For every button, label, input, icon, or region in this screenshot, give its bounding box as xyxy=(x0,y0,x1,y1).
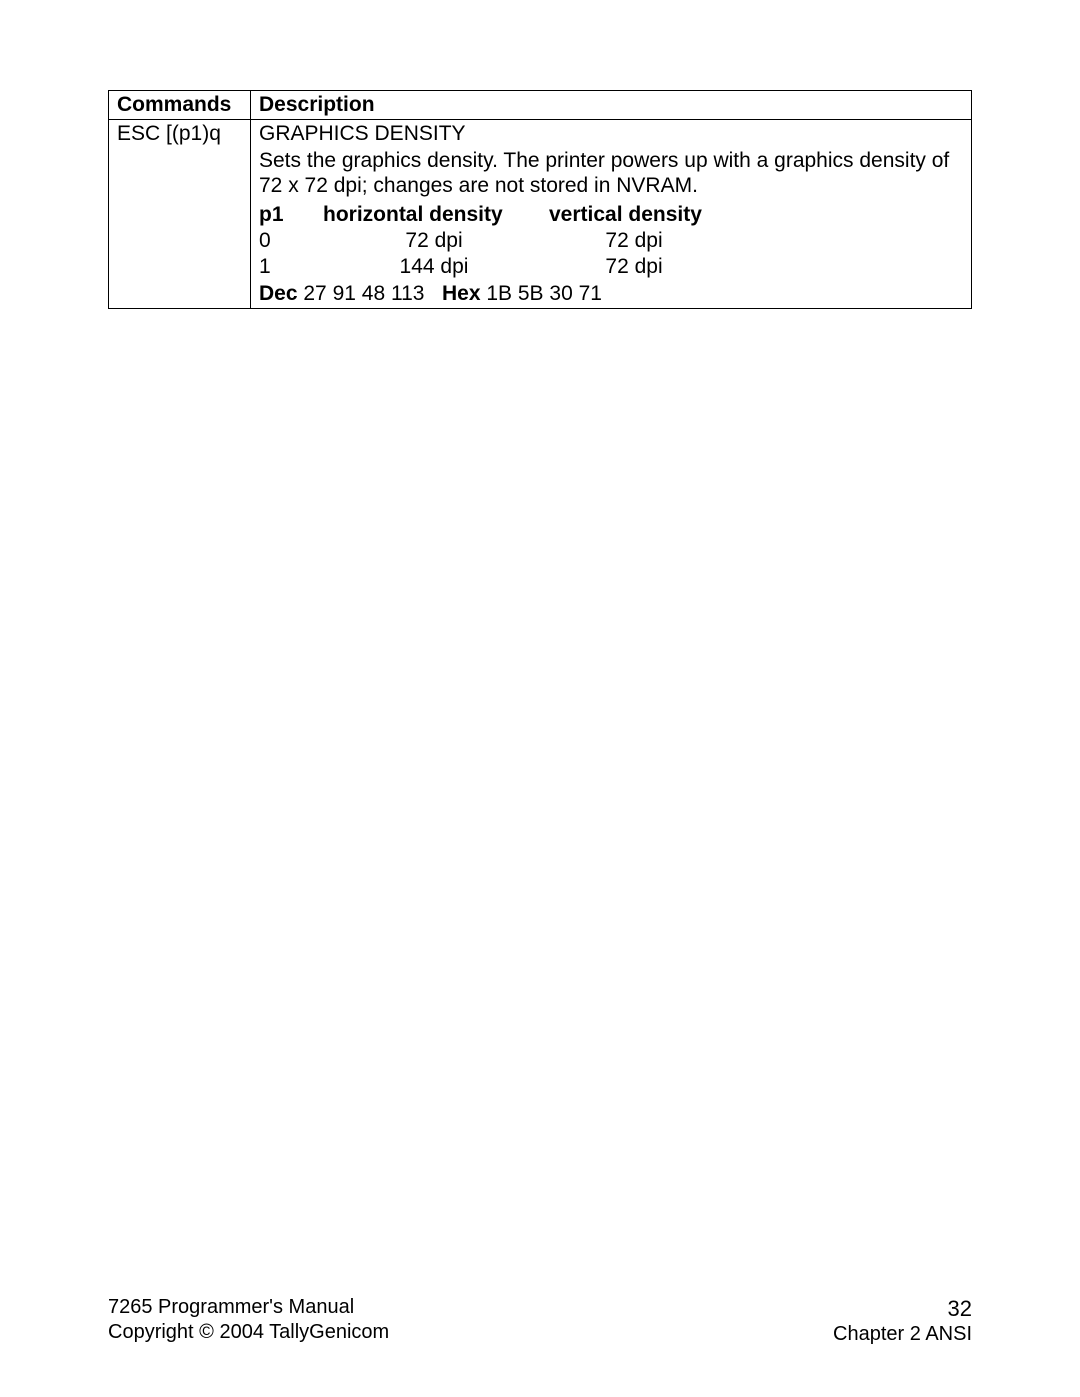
density-p1: 1 xyxy=(259,254,319,280)
footer-page-number: 32 xyxy=(833,1295,972,1323)
footer-left: 7265 Programmer's Manual Copyright © 200… xyxy=(108,1295,389,1345)
density-header-vd: vertical density xyxy=(549,202,719,228)
description-title: GRAPHICS DENSITY xyxy=(259,122,963,146)
table-header-row: Commands Description xyxy=(109,91,972,120)
code-values: Dec 27 91 48 113 Hex 1B 5B 30 71 xyxy=(259,282,963,306)
footer-right: 32 Chapter 2 ANSI xyxy=(833,1295,972,1348)
density-p1: 0 xyxy=(259,228,319,254)
header-description: Description xyxy=(251,91,972,120)
commands-table: Commands Description ESC [(p1)q GRAPHICS… xyxy=(108,90,972,309)
density-header-row: p1 horizontal density vertical density xyxy=(259,202,719,228)
description-text: Sets the graphics density. The printer p… xyxy=(259,148,963,198)
density-header-p1: p1 xyxy=(259,202,319,228)
cell-description: GRAPHICS DENSITY Sets the graphics densi… xyxy=(251,120,972,309)
header-commands: Commands xyxy=(109,91,251,120)
density-hd: 144 dpi xyxy=(319,254,549,280)
density-vd: 72 dpi xyxy=(549,254,719,280)
density-vd: 72 dpi xyxy=(549,228,719,254)
footer-manual: 7265 Programmer's Manual xyxy=(108,1295,389,1320)
density-header-hd: horizontal density xyxy=(319,202,549,228)
hex-label: Hex xyxy=(442,282,481,305)
dec-values-text: 27 91 48 113 xyxy=(303,282,424,305)
density-row: 1 144 dpi 72 dpi xyxy=(259,254,719,280)
density-row: 0 72 dpi 72 dpi xyxy=(259,228,719,254)
cell-command: ESC [(p1)q xyxy=(109,120,251,309)
density-table: p1 horizontal density vertical density 0… xyxy=(259,202,719,280)
dec-label: Dec xyxy=(259,282,298,305)
hex-values-text: 1B 5B 30 71 xyxy=(486,282,602,305)
density-hd: 72 dpi xyxy=(319,228,549,254)
footer-chapter: Chapter 2 ANSI xyxy=(833,1322,972,1347)
footer-copyright: Copyright © 2004 TallyGenicom xyxy=(108,1320,389,1345)
page-footer: 7265 Programmer's Manual Copyright © 200… xyxy=(108,1295,972,1348)
page-content: Commands Description ESC [(p1)q GRAPHICS… xyxy=(0,0,1080,309)
table-row: ESC [(p1)q GRAPHICS DENSITY Sets the gra… xyxy=(109,120,972,309)
